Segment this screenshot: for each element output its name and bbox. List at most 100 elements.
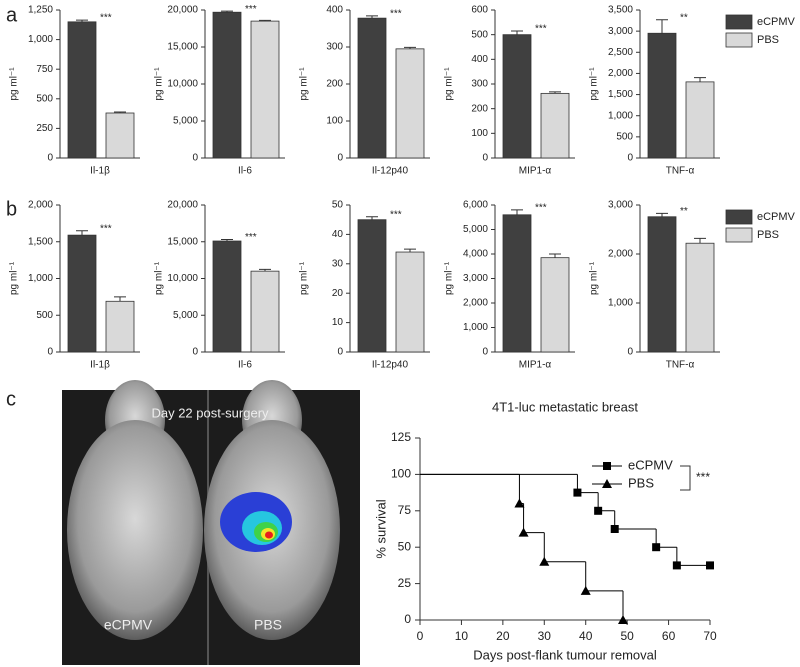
error-bar (694, 77, 706, 82)
x-tick-label: TNF-α (666, 360, 695, 371)
y-tick-label: 100 (391, 467, 411, 481)
y-tick-label: 1,000 (28, 34, 53, 45)
y-tick-label: 3,000 (608, 26, 633, 37)
bar (250, 20, 280, 159)
error-bar (694, 237, 706, 244)
error-bar (511, 209, 523, 215)
y-tick-label: 1,250 (28, 5, 53, 16)
y-tick-label: 3,000 (463, 273, 488, 284)
y-tick-label: 3,500 (608, 5, 633, 16)
error-bar (404, 248, 416, 253)
significance: *** (390, 209, 402, 220)
y-tick-label: 300 (326, 42, 343, 53)
y-tick-label: 20,000 (167, 200, 198, 211)
y-tick-label: 20,000 (167, 5, 198, 16)
y-tick-label: 1,000 (463, 322, 488, 333)
y-tick-label: 50 (332, 200, 344, 211)
y-tick-label: 5,000 (173, 116, 198, 127)
bar (357, 219, 387, 353)
bar (67, 21, 97, 159)
x-tick-label: 10 (455, 629, 469, 643)
y-axis-label: pg ml⁻¹ (299, 67, 310, 101)
bar (357, 17, 387, 159)
y-tick-label: 1,500 (28, 236, 53, 247)
significance: *** (245, 232, 257, 243)
x-tick-label: Il-12p40 (372, 166, 409, 177)
bar (647, 216, 677, 353)
y-tick-label: 10,000 (167, 273, 198, 284)
error-bar (259, 268, 271, 272)
bar (502, 214, 532, 353)
bar (540, 257, 570, 353)
y-tick-label: 250 (36, 123, 53, 134)
significance: *** (696, 470, 710, 484)
y-tick-label: 2,500 (608, 47, 633, 58)
y-tick-label: 0 (627, 347, 633, 358)
y-tick-label: 125 (391, 430, 411, 444)
y-tick-label: 40 (332, 229, 344, 240)
error-bar (114, 296, 126, 302)
panel-label: b (6, 198, 17, 220)
error-bar (549, 91, 561, 94)
error-bar (76, 19, 88, 22)
y-tick-label: 0 (192, 347, 198, 358)
y-tick-label: 30 (332, 258, 344, 269)
y-axis-label: pg ml⁻¹ (9, 261, 20, 295)
y-tick-label: 15,000 (167, 42, 198, 53)
y-tick-label: 5,000 (173, 310, 198, 321)
error-bar (221, 239, 233, 242)
bar (395, 48, 425, 159)
y-axis-label: pg ml⁻¹ (589, 261, 600, 295)
x-tick-label: 0 (417, 629, 424, 643)
y-tick-label: 0 (404, 612, 411, 626)
x-tick-label: Il-6 (238, 166, 252, 177)
y-tick-label: 50 (398, 539, 412, 553)
bar (212, 11, 242, 159)
y-tick-label: 500 (36, 310, 53, 321)
y-axis-label: pg ml⁻¹ (154, 261, 165, 295)
x-tick-label: TNF-α (666, 166, 695, 177)
image-label: PBS (254, 617, 282, 633)
error-bar (221, 10, 233, 13)
y-tick-label: 1,000 (608, 110, 633, 121)
bar (105, 112, 135, 159)
legend-swatch (725, 32, 753, 48)
y-tick-label: 500 (36, 93, 53, 104)
y-tick-label: 2,000 (608, 68, 633, 79)
y-tick-label: 20 (332, 288, 344, 299)
y-tick-label: 2,000 (463, 298, 488, 309)
y-tick-label: 10,000 (167, 79, 198, 90)
significance: *** (390, 9, 402, 20)
legend-label: eCPMV (757, 16, 796, 28)
y-tick-label: 750 (36, 64, 53, 75)
y-tick-label: 1,500 (608, 89, 633, 100)
bar (685, 242, 715, 353)
x-tick-label: Il-6 (238, 360, 252, 371)
y-tick-label: 600 (471, 5, 488, 16)
error-bar (366, 15, 378, 19)
y-tick-label: 3,000 (608, 200, 633, 211)
y-tick-label: 10 (332, 317, 344, 328)
y-tick-label: 0 (337, 347, 343, 358)
error-bar (366, 216, 378, 220)
y-tick-label: 0 (47, 153, 53, 164)
y-tick-label: 5,000 (463, 224, 488, 235)
bar (647, 32, 677, 159)
legend-label: eCPMV (757, 211, 796, 223)
bar (502, 34, 532, 159)
significance: ** (680, 206, 688, 217)
y-tick-label: 0 (192, 153, 198, 164)
x-tick-label: Il-1β (90, 166, 110, 177)
y-tick-label: 6,000 (463, 200, 488, 211)
y-tick-label: 400 (471, 54, 488, 65)
y-tick-label: 0 (47, 347, 53, 358)
error-bar (549, 253, 561, 258)
y-tick-label: 300 (471, 79, 488, 90)
error-bar (114, 111, 126, 114)
bar (540, 92, 570, 159)
y-tick-label: 2,000 (28, 200, 53, 211)
error-bar (404, 46, 416, 49)
y-tick-label: 200 (326, 79, 343, 90)
significance: *** (100, 223, 112, 234)
